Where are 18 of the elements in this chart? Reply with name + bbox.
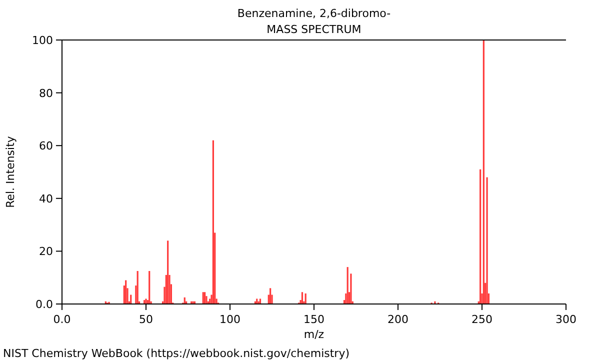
y-tick-label: 0.0 bbox=[36, 298, 53, 311]
x-tick-label: 300 bbox=[556, 313, 576, 326]
x-tick-label: 0.0 bbox=[53, 313, 71, 326]
x-tick-label: 150 bbox=[304, 313, 324, 326]
y-tick-label: 20 bbox=[39, 245, 53, 258]
x-axis-title: m/z bbox=[304, 328, 324, 341]
y-tick-label: 60 bbox=[39, 140, 53, 153]
x-tick-label: 200 bbox=[388, 313, 408, 326]
x-tick-label: 250 bbox=[472, 313, 492, 326]
x-tick-label: 100 bbox=[220, 313, 240, 326]
y-tick-label: 80 bbox=[39, 86, 53, 100]
y-axis-title: Rel. Intensity bbox=[4, 136, 17, 208]
x-tick-label: 50 bbox=[139, 313, 153, 326]
y-tick-label: 40 bbox=[39, 192, 53, 206]
chart-subtitle: MASS SPECTRUM bbox=[266, 23, 362, 36]
chart-title: Benzenamine, 2,6-dibromo- bbox=[237, 7, 391, 20]
text: NIST Chemistry WebBook (https://webbook.nist.gov/chemistry) bbox=[3, 347, 350, 360]
y-tick-label: 100 bbox=[32, 34, 53, 47]
